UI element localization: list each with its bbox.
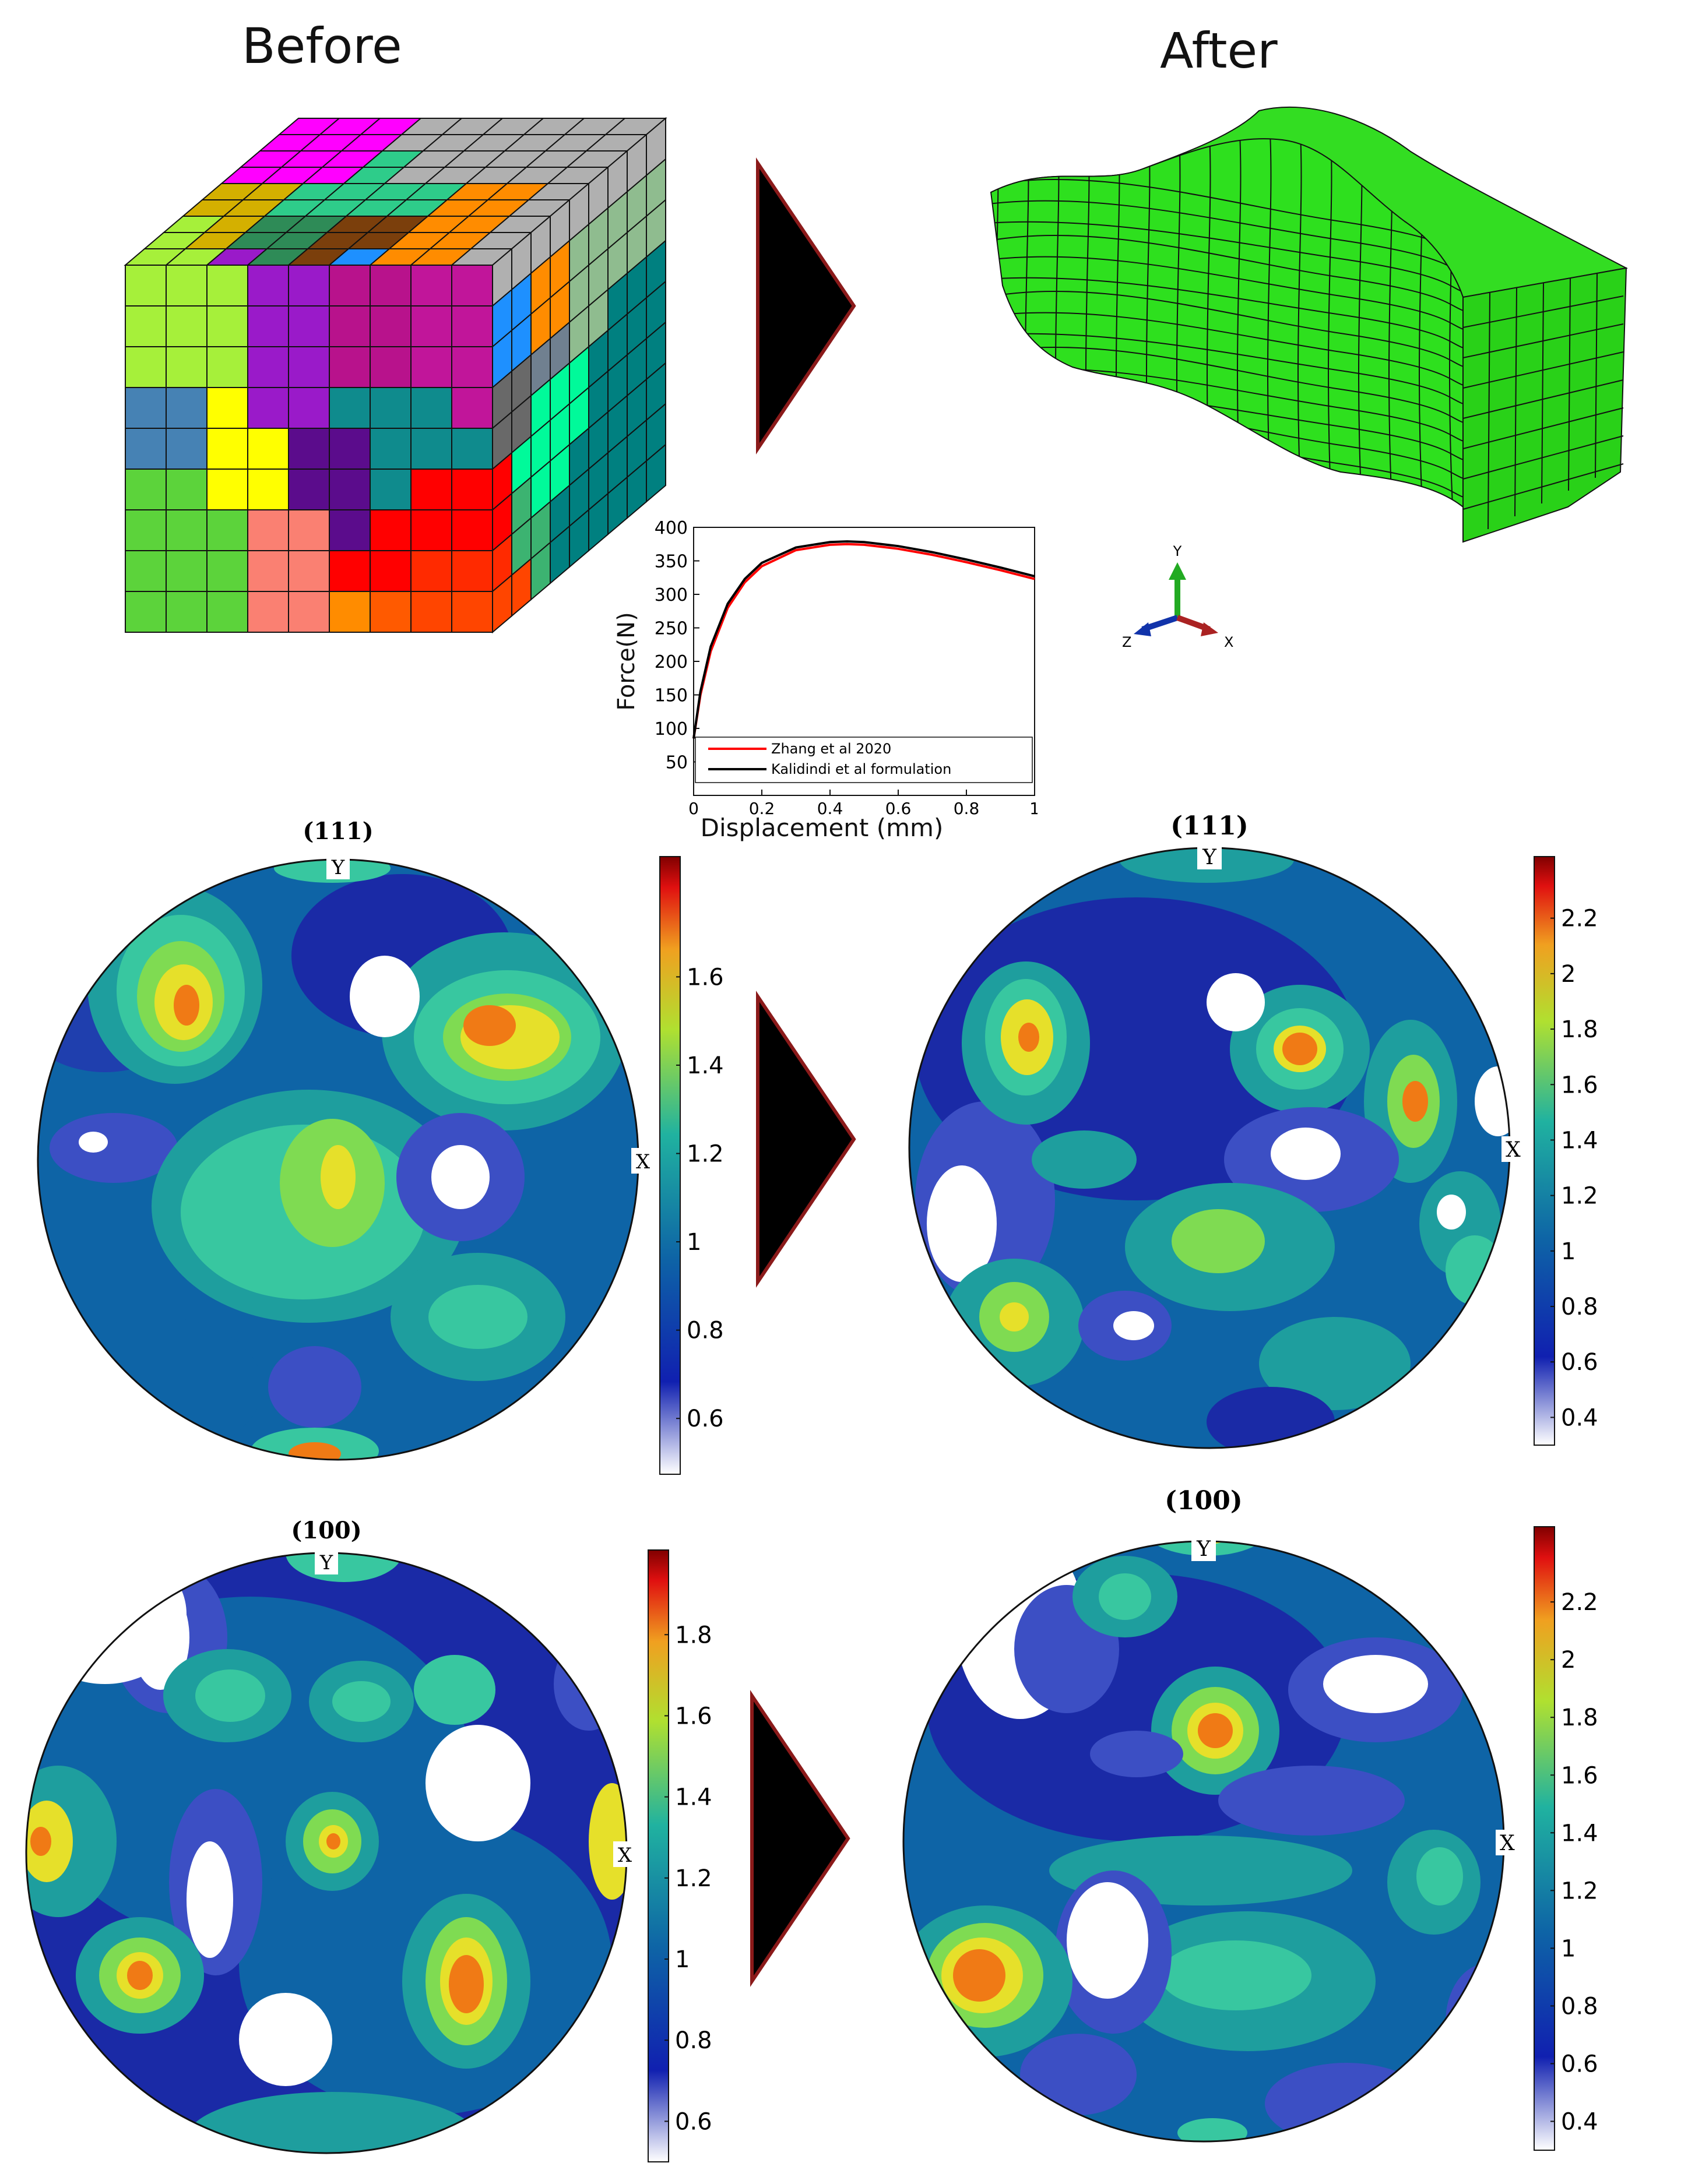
colorbar-tick-label: 1.8: [1561, 1704, 1598, 1731]
pole-contours-after-100: [903, 1541, 1504, 2141]
colorbar-after-100: 0.4 0.6 0.8 1 1.2 1.4 1.6 1.8 2 2.2: [1534, 1526, 1598, 2151]
colorbar-tick-label: 2.2: [1561, 906, 1598, 932]
pf-y-before-100: Y: [319, 1551, 333, 1574]
colorbar-before-111: 0.6 0.8 1 1.2 1.4 1.6: [659, 856, 724, 1475]
pf-x-after-100: X: [1500, 1831, 1515, 1855]
x-tick-label: 0.8: [954, 799, 980, 818]
x-tick-label: 0.6: [885, 799, 912, 818]
legend-label-zhang: Zhang et al 2020: [771, 741, 891, 757]
x-tick-label: 0.2: [749, 799, 775, 818]
colorbar-tick-label: 1.6: [687, 964, 724, 991]
colorbar-tick-label: 2: [1561, 961, 1576, 988]
deformed-mesh-after: [990, 106, 1629, 543]
pf-x-before-111: X: [636, 1150, 650, 1174]
colorbar-tick-label: 0.6: [1561, 2051, 1598, 2077]
colorbar-tick-label: 1.4: [675, 1784, 712, 1811]
after-heading: After: [1160, 22, 1278, 79]
colorbar-tick-label: 1.2: [687, 1141, 724, 1168]
colorbar-tick-label: 0.4: [1561, 1404, 1598, 1431]
pole-contours-before-111: [38, 859, 638, 1460]
x-axis-ticks: 0 0.2 0.4 0.6 0.8 1: [688, 790, 1038, 818]
colorbar-tick-label: 1: [1561, 1238, 1576, 1265]
triad-z-label: Z: [1122, 634, 1131, 650]
x-tick-label: 0: [688, 799, 699, 818]
pf-y-after-111: Y: [1202, 846, 1217, 869]
colorbar-tick-label: 1.4: [1561, 1127, 1598, 1154]
series-lines: [692, 540, 1035, 739]
series-line-1: [692, 540, 1035, 739]
y-tick-label: 350: [655, 552, 688, 572]
pf-title-after-111: (111): [1170, 811, 1248, 841]
colorbar-tick-label: 1.6: [1561, 1072, 1598, 1098]
triad-x-label: X: [1224, 634, 1233, 650]
y-tick-label: 100: [655, 719, 688, 739]
pole-figure-before-100: (100) Y: [25, 1517, 637, 2154]
pole-figure-after-100: (100) Y X: [902, 1486, 1519, 2143]
pole-contours-after-111: [909, 848, 1510, 1448]
y-tick-label: 200: [655, 652, 688, 672]
series-line-0: [692, 543, 1035, 739]
x-tick-label: 0.4: [817, 799, 843, 818]
colorbar-before-100: 0.6 0.8 1 1.2 1.4 1.6 1.8: [648, 1549, 712, 2162]
arrow-triangle-3: [750, 1690, 850, 1987]
colorbar-tick-label: 0.8: [1561, 1993, 1598, 2020]
arrow-triangle-1: [756, 157, 856, 455]
colorbar-tick-label: 1: [1561, 1935, 1576, 1962]
force-displacement-chart: 50 100 150 200 250 300 350 400 0 0.2 0.4 0.6 0.8 1 D…: [613, 518, 1038, 842]
pf-y-before-111: Y: [331, 856, 345, 879]
pf-y-after-100: Y: [1196, 1537, 1211, 1561]
y-tick-label: 150: [655, 686, 688, 706]
y-tick-label: 400: [655, 518, 688, 538]
colorbar-tick-label: 2: [1561, 1647, 1576, 1674]
pole-figure-after-111: (111) Y X: [908, 811, 1525, 1449]
pf-title-before-100: (100): [291, 1517, 361, 1544]
colorbar-tick-label: 0.6: [687, 1405, 724, 1432]
x-axis-label: Displacement (mm): [701, 813, 944, 842]
mesh-right-grid-lines: [1462, 273, 1624, 530]
colorbar-tick-label: 2.2: [1561, 1589, 1598, 1616]
pf-x-after-111: X: [1506, 1138, 1521, 1162]
colorbar-tick-label: 0.6: [1561, 1349, 1598, 1376]
colorbar-tick-label: 1.8: [675, 1622, 712, 1648]
pf-x-before-100: X: [618, 1844, 632, 1867]
colorbar-tick-label: 1.4: [1561, 1820, 1598, 1847]
colorbar-tick-label: 1.8: [1561, 1016, 1598, 1043]
voxel-cube-before: [124, 117, 667, 634]
colorbar-tick-label: 1.6: [1561, 1762, 1598, 1789]
coordinate-triad: Y Z X: [1122, 543, 1233, 650]
cube-front-face: [125, 265, 493, 633]
arrow-triangle-2: [756, 991, 856, 1288]
y-tick-label: 300: [655, 585, 688, 605]
y-tick-label: 250: [655, 619, 688, 639]
pole-contours-before-100: [26, 1553, 627, 2153]
colorbar-tick-label: 1: [675, 1946, 690, 1973]
pole-figure-before-111: (111) Y X: [37, 818, 655, 1461]
colorbar-tick-label: 1.2: [675, 1865, 712, 1892]
colorbar-tick-label: 1: [687, 1229, 701, 1256]
colorbar-tick-label: 0.8: [1561, 1294, 1598, 1320]
pf-title-before-111: (111): [303, 818, 373, 845]
legend-label-kalidindi: Kalidindi et al formulation: [771, 761, 951, 777]
legend: Zhang et al 2020 Kalidindi et al formula…: [695, 737, 1033, 783]
colorbar-tick-label: 0.4: [1561, 2108, 1598, 2135]
y-tick-label: 50: [666, 753, 688, 773]
x-tick-label: 1: [1029, 799, 1038, 818]
colorbar-tick-label: 0.6: [675, 2108, 712, 2135]
colorbar-after-111: 0.4 0.6 0.8 1 1.2 1.4 1.6 1.8 2 2.2: [1534, 856, 1598, 1446]
colorbar-tick-label: 0.8: [675, 2027, 712, 2054]
y-axis-label: Force(N): [613, 612, 640, 710]
colorbar-tick-label: 1.2: [1561, 1183, 1598, 1210]
triad-y-label: Y: [1173, 543, 1182, 559]
colorbar-tick-label: 1.2: [1561, 1877, 1598, 1904]
cube-right-face: [492, 117, 666, 634]
pf-title-after-100: (100): [1165, 1486, 1242, 1516]
colorbar-tick-label: 0.8: [687, 1318, 724, 1344]
colorbar-tick-label: 1.6: [675, 1703, 712, 1729]
colorbar-tick-label: 1.4: [687, 1052, 724, 1079]
y-axis-ticks: 50 100 150 200 250 300 350 400: [655, 518, 699, 773]
before-heading: Before: [242, 17, 402, 75]
